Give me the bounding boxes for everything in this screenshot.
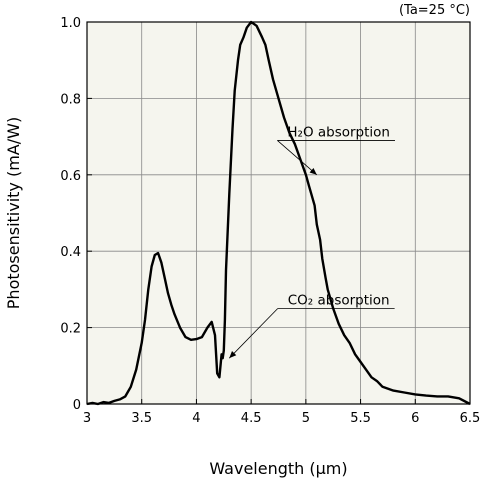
y-tick-label: 0 [73, 398, 81, 413]
condition-label: (Ta=25 °C) [399, 3, 470, 18]
x-tick-label: 5 [302, 411, 310, 426]
tick-labels: 3 3.5 4 4.5 5 5.5 6 6.5 0 0.2 0.4 0.6 0.8 1.0 [60, 16, 480, 426]
y-tick-label: 0.6 [60, 169, 81, 184]
x-tick-label: 3 [83, 411, 91, 426]
plot-frame [86, 21, 471, 405]
annotation-arrowhead [229, 351, 237, 359]
annotation-arrowhead [309, 167, 317, 175]
y-tick-label: 0.2 [60, 322, 81, 337]
series-group [86, 20, 471, 406]
annotation-label: H₂O absorption [287, 124, 390, 140]
annotations: H₂O absorption CO₂ absorption [228, 124, 395, 359]
x-tick-label: 5.5 [350, 411, 371, 426]
x-axis-title: Wavelength (μm) [209, 459, 347, 478]
series-line [86, 20, 471, 406]
x-tick-label: 4 [192, 411, 200, 426]
plot-background [87, 22, 470, 404]
y-tick-label: 0.8 [60, 92, 81, 107]
annotation-label: CO₂ absorption [288, 293, 390, 309]
grid [87, 22, 470, 404]
y-tick-label: 1.0 [60, 16, 81, 31]
annotation-leader [228, 308, 279, 359]
x-tick-label: 4.5 [241, 411, 262, 426]
x-tick-label: 6 [411, 411, 419, 426]
y-tick-label: 0.4 [60, 245, 81, 260]
annotation-leader [277, 140, 318, 176]
x-tick-label: 3.5 [131, 411, 152, 426]
y-axis-title: Photosensitivity (mA/W) [4, 117, 23, 309]
x-tick-label: 6.5 [460, 411, 481, 426]
